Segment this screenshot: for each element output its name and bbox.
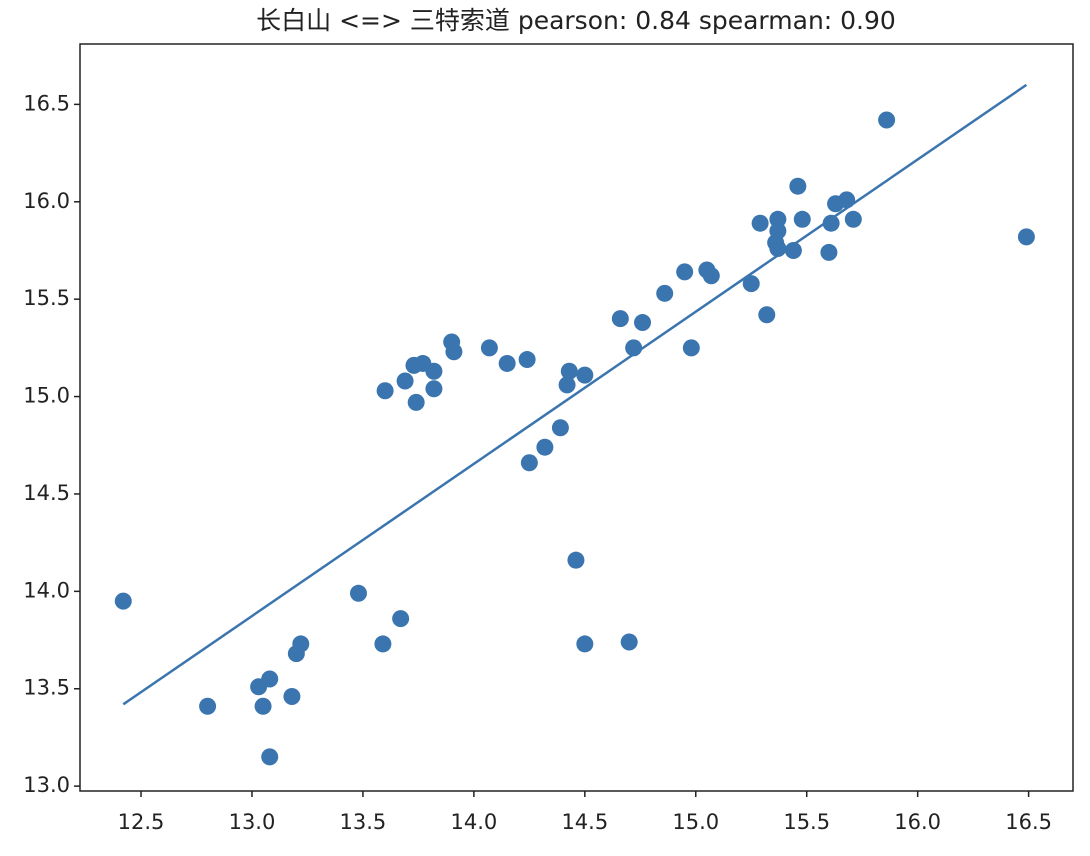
y-tick-label: 13.5 <box>23 676 70 700</box>
point <box>784 241 802 259</box>
point <box>560 362 578 380</box>
x-tick-label: 12.5 <box>118 810 165 834</box>
point <box>536 438 554 456</box>
x-tick-label: 15.5 <box>783 810 830 834</box>
point <box>254 697 272 715</box>
point <box>392 610 410 628</box>
point <box>551 419 569 437</box>
point <box>758 306 776 324</box>
point <box>769 210 787 228</box>
point <box>682 339 700 357</box>
point <box>520 454 538 472</box>
point <box>702 267 720 285</box>
point <box>656 284 674 302</box>
x-tick-label: 13.5 <box>340 810 387 834</box>
point <box>558 376 576 394</box>
point <box>518 351 536 369</box>
point <box>789 177 807 195</box>
point <box>498 354 516 372</box>
point <box>445 343 463 361</box>
point <box>576 635 594 653</box>
point <box>283 688 301 706</box>
y-tick-label: 14.0 <box>23 578 70 602</box>
plot-frame <box>79 43 1074 792</box>
y-tick-label: 16.5 <box>23 91 70 115</box>
point <box>625 339 643 357</box>
point <box>480 339 498 357</box>
point <box>567 551 585 569</box>
point <box>844 210 862 228</box>
y-tick-label: 14.5 <box>23 481 70 505</box>
point <box>114 592 132 610</box>
point <box>793 210 811 228</box>
point <box>620 633 638 651</box>
point <box>822 214 840 232</box>
y-tick-label: 16.0 <box>23 189 70 213</box>
point <box>261 748 279 766</box>
point <box>634 314 652 332</box>
point <box>292 635 310 653</box>
point <box>425 362 443 380</box>
point <box>376 382 394 400</box>
y-tick-label: 15.0 <box>23 384 70 408</box>
x-tick-label: 16.5 <box>1005 810 1052 834</box>
point <box>751 214 769 232</box>
x-tick-label: 13.0 <box>229 810 276 834</box>
x-tick-label: 16.0 <box>894 810 941 834</box>
point <box>742 275 760 293</box>
x-tick-label: 14.0 <box>450 810 497 834</box>
point <box>425 380 443 398</box>
y-tick-label: 13.0 <box>23 773 70 797</box>
point <box>261 670 279 688</box>
point <box>838 191 856 209</box>
point <box>611 310 629 328</box>
point <box>878 111 896 129</box>
point <box>396 372 414 390</box>
fit-line <box>122 83 1028 706</box>
point <box>374 635 392 653</box>
point <box>199 697 217 715</box>
point <box>407 393 425 411</box>
point <box>676 263 694 281</box>
point <box>576 366 594 384</box>
point <box>349 584 367 602</box>
point <box>1017 228 1035 246</box>
x-tick-label: 15.0 <box>672 810 719 834</box>
point <box>820 243 838 261</box>
point <box>769 240 787 258</box>
chart-title: 长白山 <=> 三特索道 pearson: 0.84 spearman: 0.9… <box>256 6 896 35</box>
y-tick-label: 15.5 <box>23 286 70 310</box>
x-tick-label: 14.5 <box>561 810 608 834</box>
